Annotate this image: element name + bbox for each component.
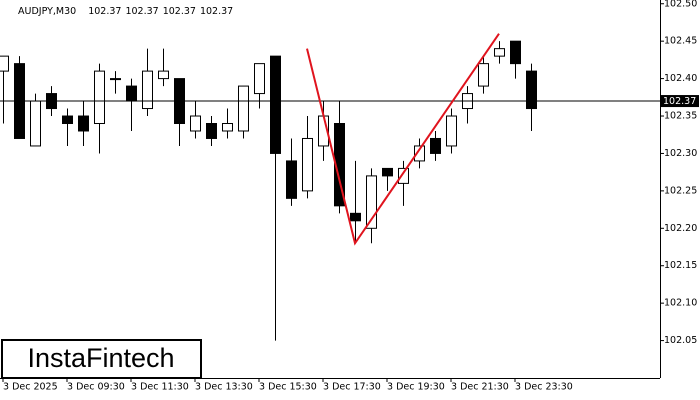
candle-body bbox=[526, 70, 537, 110]
x-tick-label: 3 Dec 17:30 bbox=[323, 382, 381, 393]
candle-body bbox=[366, 175, 377, 229]
last-price-label: 102.37 bbox=[663, 96, 696, 107]
y-tick-label: 102.35 bbox=[664, 111, 697, 122]
candle-body bbox=[302, 137, 313, 192]
y-tick-label: 102.05 bbox=[664, 335, 697, 346]
x-tick-label: 3 Dec 19:30 bbox=[387, 382, 445, 393]
candle-body bbox=[238, 85, 249, 132]
candle-body bbox=[222, 123, 233, 132]
candle-body bbox=[30, 100, 41, 147]
candle-body bbox=[62, 115, 73, 125]
x-tick-label: 3 Dec 11:30 bbox=[131, 382, 189, 393]
candle-body bbox=[94, 70, 105, 125]
y-tick-label: 102.40 bbox=[664, 73, 697, 84]
header-price: 102.37 bbox=[163, 6, 196, 17]
candle-body bbox=[190, 115, 201, 132]
brand: InstaFintech bbox=[27, 343, 174, 373]
candle-body bbox=[0, 55, 9, 72]
candle-body bbox=[414, 145, 425, 162]
y-tick-label: 102.50 bbox=[664, 0, 697, 9]
candle-body bbox=[398, 167, 409, 184]
x-tick-label: 3 Dec 23:30 bbox=[515, 382, 573, 393]
y-tick-label: 102.25 bbox=[664, 185, 697, 196]
candle-body bbox=[254, 63, 265, 95]
candle-body bbox=[478, 63, 489, 87]
header-price: 102.37 bbox=[200, 6, 233, 17]
y-tick-label: 102.20 bbox=[664, 223, 697, 234]
header-price: 102.37 bbox=[88, 6, 121, 17]
candle-body bbox=[142, 70, 153, 110]
y-tick-label: 102.30 bbox=[664, 148, 697, 159]
x-tick-label: 3 Dec 15:30 bbox=[259, 382, 317, 393]
pattern-line bbox=[306, 33, 500, 246]
y-tick-label: 102.10 bbox=[664, 298, 697, 309]
candle-body bbox=[126, 85, 137, 102]
candle-body bbox=[158, 70, 169, 80]
candle-body bbox=[350, 212, 361, 222]
y-tick-label: 102.45 bbox=[664, 36, 697, 47]
x-tick-label: 3 Dec 09:30 bbox=[67, 382, 125, 393]
chart-header: AUDJPY,M30 102.37 102.37 102.37 102.37 bbox=[18, 6, 233, 17]
candle-body bbox=[446, 115, 457, 147]
last-price-box bbox=[661, 95, 699, 108]
candle-body bbox=[270, 55, 281, 154]
candle-body bbox=[510, 40, 521, 65]
candle-body bbox=[286, 160, 297, 199]
candle-body bbox=[206, 123, 217, 139]
candle-body bbox=[494, 48, 505, 57]
x-tick-label: 3 Dec 2025 bbox=[3, 382, 58, 393]
y-tick-label: 102.15 bbox=[664, 260, 697, 271]
candle-body bbox=[78, 115, 89, 132]
symbol: AUDJPY,M30 bbox=[18, 6, 76, 17]
x-tick-label: 3 Dec 21:30 bbox=[451, 382, 509, 393]
candle-body bbox=[110, 78, 121, 81]
candle-body bbox=[334, 123, 345, 207]
header-price: 102.37 bbox=[125, 6, 158, 17]
x-tick-label: 3 Dec 13:30 bbox=[195, 382, 253, 393]
brand-box bbox=[1, 339, 202, 379]
candle-body bbox=[382, 167, 393, 177]
candle-body bbox=[430, 137, 441, 154]
